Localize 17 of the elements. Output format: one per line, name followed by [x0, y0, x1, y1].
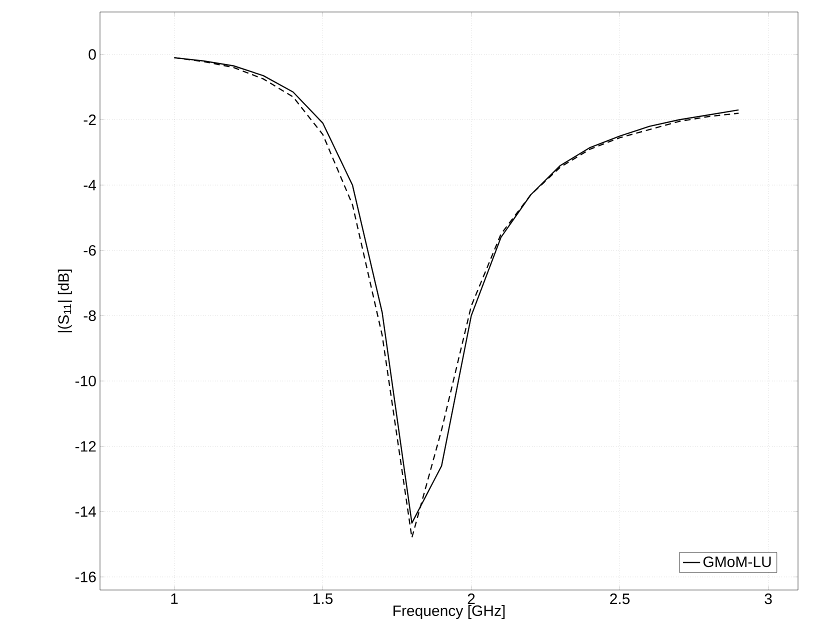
x-tick-label: 2 [468, 594, 475, 604]
y-tick-label: 0 [88, 49, 96, 60]
legend-label: GMoM-LU [703, 556, 771, 568]
y-tick-label: -16 [75, 572, 96, 582]
y-tick-label: -12 [75, 441, 96, 452]
y-tick-label: -4 [84, 180, 96, 190]
x-tick-label: 1 [171, 594, 178, 604]
x-axis-title: Frequency [GHz] [394, 605, 505, 619]
y-axis-title: |(S$_{11}$| [dB] [58, 270, 72, 332]
y-tick-label: -2 [84, 114, 96, 125]
y-tick-label: -14 [75, 506, 96, 517]
y-tick-label: -10 [75, 376, 96, 386]
y-tick-label: -8 [84, 310, 96, 321]
x-tick-label: 2.5 [610, 594, 630, 604]
y-tick-label: -6 [84, 245, 96, 256]
x-tick-label: 3 [764, 594, 772, 604]
x-tick-label: 1.5 [313, 594, 333, 604]
